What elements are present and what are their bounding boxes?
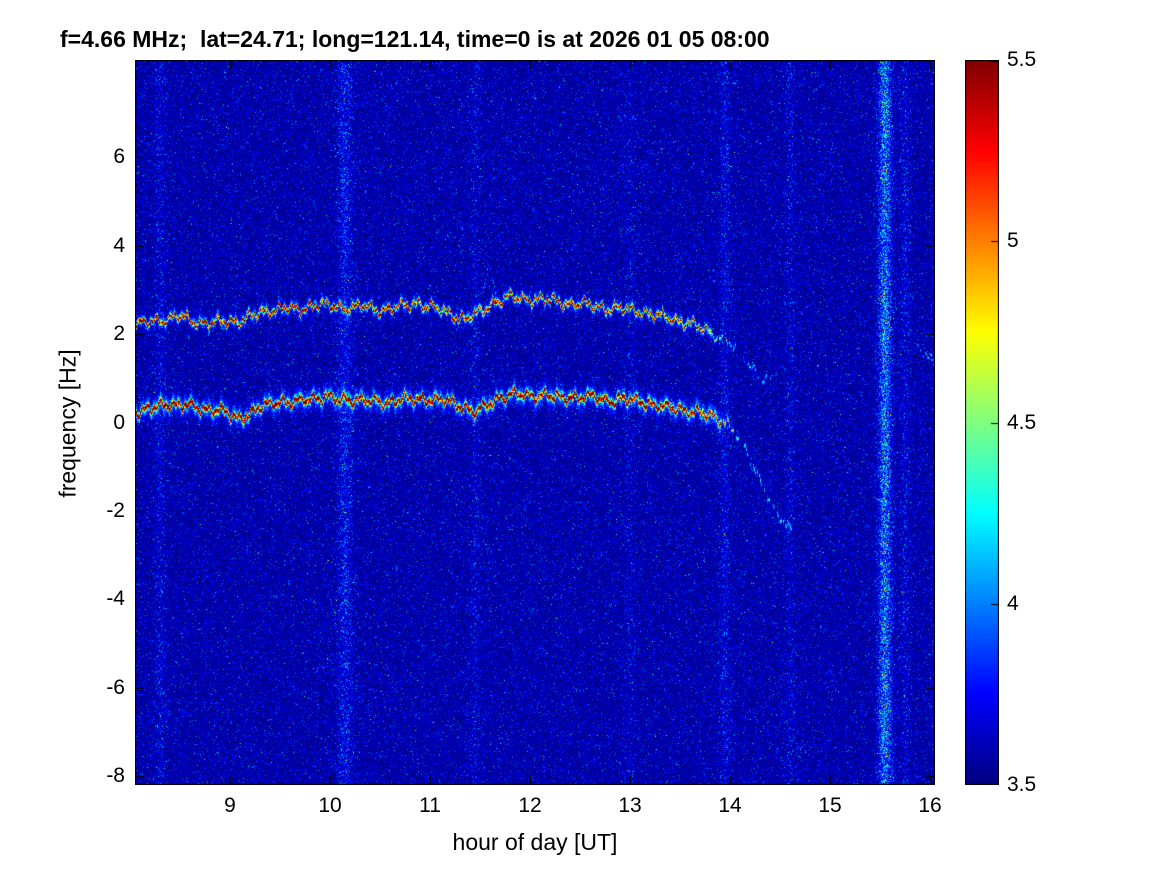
colorbar-tick-label: 4 xyxy=(1007,592,1019,616)
x-tick-label: 12 xyxy=(500,794,560,818)
x-tick-label: 13 xyxy=(600,794,660,818)
y-tick-label: 4 xyxy=(65,234,125,258)
heatmap-plot-canvas xyxy=(135,60,935,785)
colorbar-tick-label: 5 xyxy=(1007,229,1019,253)
x-tick-label: 14 xyxy=(700,794,760,818)
colorbar-tick-label: 5.5 xyxy=(1007,48,1036,72)
y-tick-label: -8 xyxy=(65,764,125,788)
x-axis-label: hour of day [UT] xyxy=(415,829,655,856)
x-tick-label: 15 xyxy=(800,794,860,818)
y-tick-label: -4 xyxy=(65,587,125,611)
colorbar-tick-label: 3.5 xyxy=(1007,773,1036,797)
x-tick-label: 11 xyxy=(400,794,460,818)
colorbar-canvas xyxy=(965,60,999,785)
y-tick-label: -6 xyxy=(65,676,125,700)
plot-title: f=4.66 MHz; lat=24.71; long=121.14, time… xyxy=(60,26,770,53)
x-tick-label: 10 xyxy=(300,794,360,818)
y-tick-label: -2 xyxy=(65,499,125,523)
y-tick-label: 0 xyxy=(65,411,125,435)
spectrogram-figure: f=4.66 MHz; lat=24.71; long=121.14, time… xyxy=(0,0,1167,875)
colorbar-tick-label: 4.5 xyxy=(1007,411,1036,435)
x-tick-label: 16 xyxy=(900,794,960,818)
x-tick-label: 9 xyxy=(200,794,260,818)
y-tick-label: 2 xyxy=(65,322,125,346)
y-tick-label: 6 xyxy=(65,145,125,169)
